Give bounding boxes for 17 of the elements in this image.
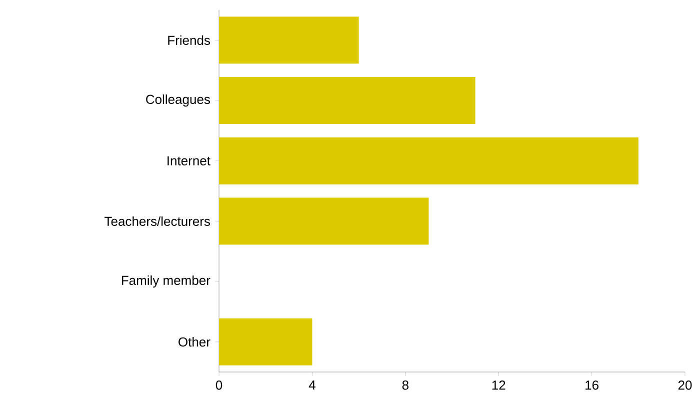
x-tick-label: 4 bbox=[308, 380, 316, 390]
x-tick-label: 8 bbox=[402, 380, 408, 390]
bar bbox=[219, 198, 429, 245]
x-tick-label: 12 bbox=[492, 380, 506, 390]
y-tick-label: Colleagues bbox=[146, 94, 210, 107]
y-tick-label: Internet bbox=[168, 156, 210, 166]
bar bbox=[219, 137, 638, 184]
y-tick-label: Other bbox=[178, 337, 210, 347]
y-tick-label: Friends bbox=[168, 35, 210, 45]
y-tick-label: Family member bbox=[122, 275, 210, 288]
bar bbox=[219, 318, 312, 366]
x-tick-label: 16 bbox=[586, 380, 598, 390]
bar bbox=[219, 77, 476, 124]
y-tick-label: Teachers/lecturers bbox=[104, 216, 210, 226]
bar bbox=[219, 16, 359, 64]
x-tick-label: 20 bbox=[678, 380, 692, 390]
x-tick-label: 0 bbox=[216, 380, 222, 390]
